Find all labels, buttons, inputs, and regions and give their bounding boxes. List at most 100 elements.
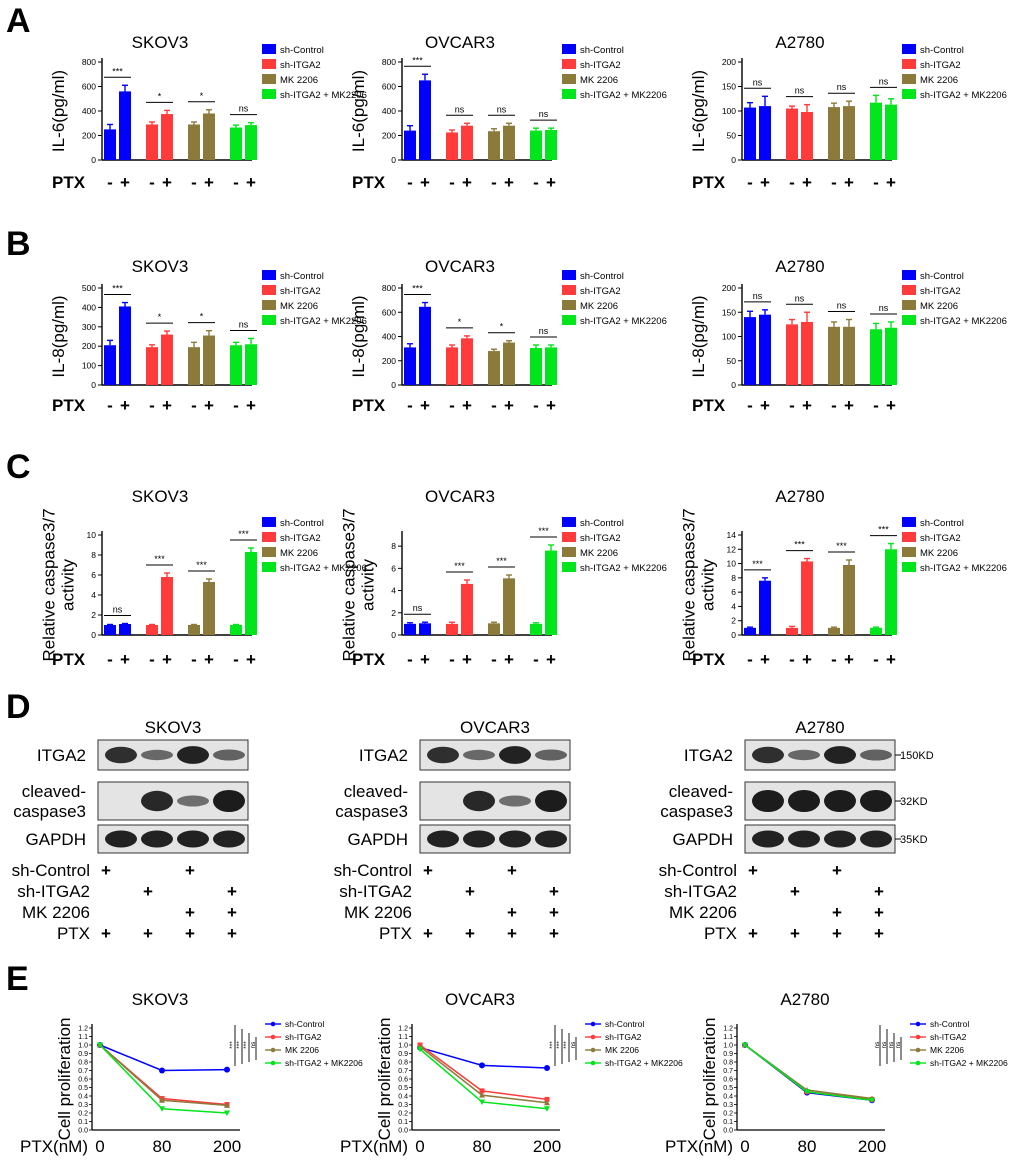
- legend-marker: [270, 1047, 276, 1053]
- data-point: [224, 1102, 230, 1108]
- legend-swatch: [262, 547, 276, 557]
- bar: [104, 625, 116, 635]
- bar: [419, 623, 431, 635]
- blot-band: [860, 830, 892, 848]
- bar: [446, 132, 458, 160]
- significance-label: ns: [879, 303, 889, 313]
- ptx-label: PTX: [52, 396, 86, 415]
- blot-band: [535, 789, 567, 813]
- ptx-mark: +: [120, 173, 130, 192]
- bar: [188, 124, 200, 160]
- bar: [419, 80, 431, 160]
- y-tick-label: 400: [382, 332, 396, 342]
- legend-label: MK 2206: [920, 301, 958, 312]
- legend-swatch: [562, 285, 576, 295]
- condition-mark: +: [549, 903, 559, 922]
- legend-label: sh-Control: [285, 1019, 324, 1029]
- y-axis-label: Relative caspase3/7: [40, 508, 59, 661]
- significance-label: ns: [539, 326, 549, 336]
- legend-swatch: [562, 89, 576, 99]
- legend-label: MK 2206: [280, 548, 318, 559]
- condition-mark: +: [874, 882, 884, 901]
- chart-title: OVCAR3: [425, 487, 495, 506]
- bar: [161, 334, 173, 385]
- ptx-label: PTX: [352, 173, 386, 192]
- ptx-mark: +: [802, 396, 812, 415]
- legend-label: MK 2206: [920, 75, 958, 86]
- blot-band: [824, 830, 856, 848]
- y-tick-label: 200: [382, 356, 396, 366]
- chart-title: SKOV3: [132, 990, 189, 1009]
- y-tick-label: 8: [91, 550, 96, 560]
- ptx-label: PTX: [52, 173, 86, 192]
- western-blot-panels: SKOV3 ITGA2 cleaved-caspase3 GAPDH sh-Contro…: [12, 718, 934, 943]
- data-point: [544, 1099, 550, 1106]
- ptx-mark: +: [162, 173, 172, 192]
- x-tick-label: 80: [153, 1137, 172, 1156]
- y-tick-label: 0.2: [78, 1111, 88, 1118]
- y-tick-label: 0.6: [723, 1077, 733, 1084]
- y-axis-label: IL-8(pg/ml): [349, 295, 368, 377]
- blot-band: [213, 789, 245, 813]
- condition-label: sh-Control: [334, 861, 412, 880]
- significance-label: ns: [837, 82, 847, 92]
- y-tick-label: 100: [82, 361, 96, 371]
- legend-label: sh-ITGA2: [580, 533, 621, 544]
- y-tick-label: 1.0: [78, 1043, 88, 1050]
- ptx-mark: +: [546, 173, 556, 192]
- ptx-mark: -: [747, 173, 753, 192]
- legend-label: sh-ITGA2: [580, 286, 621, 297]
- y-tick-label: 4: [91, 590, 96, 600]
- bar: [203, 113, 215, 160]
- significance-label: ***: [538, 526, 549, 536]
- legend-label: sh-ITGA2: [930, 1032, 967, 1042]
- legend-swatch: [262, 44, 276, 54]
- series-line: [99, 1044, 228, 1072]
- blot-row-label: cleaved-: [669, 782, 733, 801]
- ptx-mark: -: [107, 650, 113, 669]
- y-axis-label: Cell proliferation: [55, 1018, 74, 1141]
- blot-row-label: GAPDH: [26, 830, 86, 849]
- ptx-mark: -: [831, 396, 837, 415]
- legend-label: MK 2206: [580, 548, 618, 559]
- significance-label: ***: [454, 561, 465, 571]
- y-tick-label: 4: [391, 586, 396, 596]
- condition-mark: +: [790, 882, 800, 901]
- y-tick-label: 150: [722, 307, 736, 317]
- x-tick-label: 0: [740, 1137, 749, 1156]
- blot-ovcar3: OVCAR3 ITGA2 cleaved-caspase3 GAPDH sh-Contr…: [334, 718, 571, 943]
- y-tick-label: 0.1: [723, 1119, 733, 1126]
- ptx-mark: +: [504, 396, 514, 415]
- y-tick-label: 400: [82, 302, 96, 312]
- y-tick-label: 200: [82, 341, 96, 351]
- significance-label: ns: [753, 77, 763, 87]
- y-axis-label: IL-8(pg/ml): [689, 295, 708, 377]
- legend-label: sh-ITGA2: [920, 533, 961, 544]
- chart-e-a2780: A2780 Cell proliferation 0.0 0.10.2 0.30.4 0.…: [665, 990, 1008, 1156]
- condition-label: PTX: [704, 924, 737, 943]
- condition-mark: +: [507, 924, 517, 943]
- significance-label: ns: [795, 293, 805, 303]
- bar: [545, 550, 557, 635]
- blot-band: [824, 789, 856, 813]
- legend-swatch: [902, 44, 916, 54]
- x-tick-label: 0: [415, 1137, 424, 1156]
- x-tick-label: 80: [473, 1137, 492, 1156]
- bar: [245, 344, 257, 385]
- significance-label: ns: [250, 1041, 257, 1049]
- ptx-mark: +: [802, 650, 812, 669]
- bar: [146, 124, 158, 160]
- blot-band: [752, 830, 784, 848]
- blot-band: [105, 830, 137, 848]
- blot-band: [752, 746, 784, 764]
- y-tick-label: 0.4: [398, 1094, 408, 1101]
- bar: [759, 106, 771, 160]
- bar: [119, 306, 131, 385]
- bar: [461, 583, 473, 635]
- blot-row-label: GAPDH: [348, 830, 408, 849]
- y-tick-label: 0.3: [398, 1102, 408, 1109]
